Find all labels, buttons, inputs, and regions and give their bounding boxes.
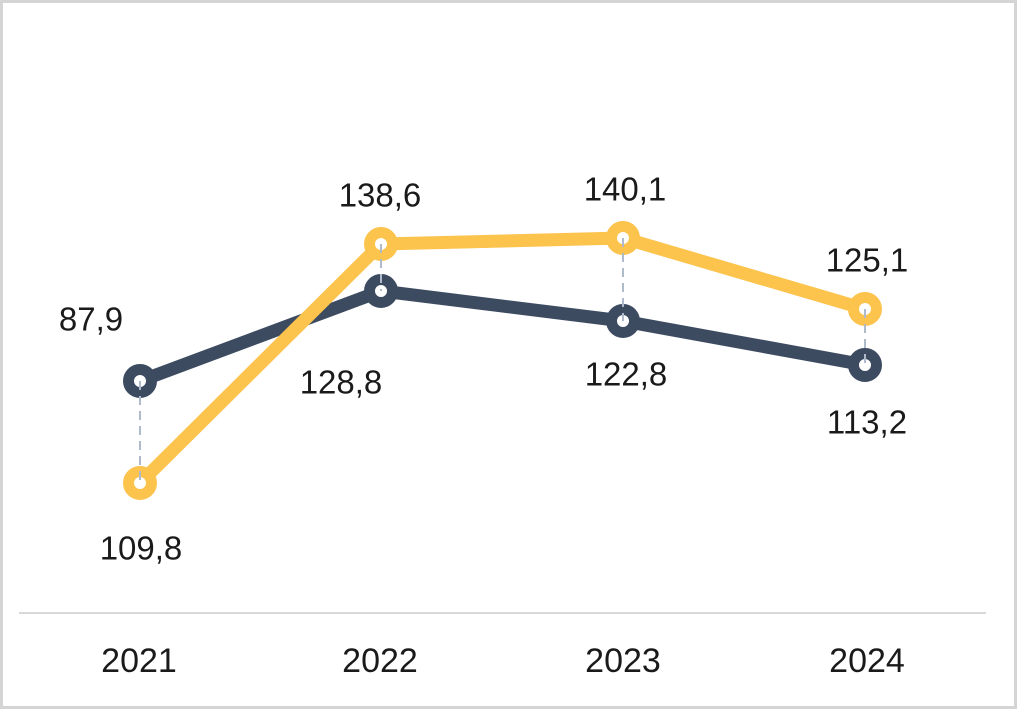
data-label-navy-2024: 113,2 xyxy=(826,403,908,441)
x-axis-label-2023: 2023 xyxy=(585,642,661,680)
data-label-gold-2024: 125,1 xyxy=(825,241,909,279)
x-axis-label-2024: 2024 xyxy=(829,642,905,680)
navy-marker-2024 xyxy=(848,348,882,382)
x-axis-label-2021: 2021 xyxy=(101,642,177,680)
data-label-gold-2021: 109,8 xyxy=(99,529,183,567)
navy-series-line xyxy=(133,284,872,388)
gold-series-line xyxy=(133,231,872,490)
line-chart-svg xyxy=(19,221,986,614)
data-label-navy-2021: 87,9 xyxy=(58,300,124,338)
data-label-navy-2022: 128,8 xyxy=(299,363,383,401)
x-axis-label-2022: 2022 xyxy=(342,642,418,680)
data-label-navy-2023: 122,8 xyxy=(584,355,668,393)
data-label-gold-2022: 138,6 xyxy=(338,176,422,214)
data-label-gold-2023: 140,1 xyxy=(583,170,667,208)
